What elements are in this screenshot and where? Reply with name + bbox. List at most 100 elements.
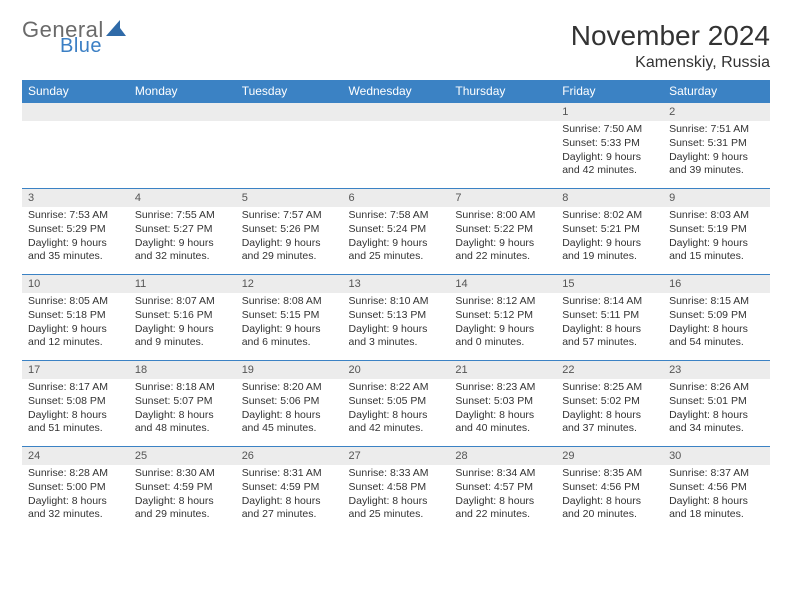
day-number — [236, 103, 343, 121]
day-cell — [343, 103, 450, 189]
sunrise-text: Sunrise: 7:58 AM — [349, 209, 444, 223]
weekday-wednesday: Wednesday — [343, 80, 450, 103]
day-cell: 22Sunrise: 8:25 AMSunset: 5:02 PMDayligh… — [556, 361, 663, 447]
daylight-text: Daylight: 8 hours and 20 minutes. — [562, 495, 657, 522]
sunset-text: Sunset: 5:27 PM — [135, 223, 230, 237]
day-body: Sunrise: 8:14 AMSunset: 5:11 PMDaylight:… — [556, 293, 663, 354]
sunset-text: Sunset: 5:12 PM — [455, 309, 550, 323]
day-cell: 4Sunrise: 7:55 AMSunset: 5:27 PMDaylight… — [129, 189, 236, 275]
day-body: Sunrise: 8:26 AMSunset: 5:01 PMDaylight:… — [663, 379, 770, 440]
daylight-text: Daylight: 9 hours and 15 minutes. — [669, 237, 764, 264]
day-body: Sunrise: 8:23 AMSunset: 5:03 PMDaylight:… — [449, 379, 556, 440]
daylight-text: Daylight: 8 hours and 22 minutes. — [455, 495, 550, 522]
calendar-table: Sunday Monday Tuesday Wednesday Thursday… — [22, 80, 770, 533]
day-body: Sunrise: 8:07 AMSunset: 5:16 PMDaylight:… — [129, 293, 236, 354]
daylight-text: Daylight: 9 hours and 12 minutes. — [28, 323, 123, 350]
day-number — [449, 103, 556, 121]
sunset-text: Sunset: 4:56 PM — [669, 481, 764, 495]
daylight-text: Daylight: 9 hours and 0 minutes. — [455, 323, 550, 350]
sunrise-text: Sunrise: 7:55 AM — [135, 209, 230, 223]
sunset-text: Sunset: 5:08 PM — [28, 395, 123, 409]
sunset-text: Sunset: 5:18 PM — [28, 309, 123, 323]
day-cell: 19Sunrise: 8:20 AMSunset: 5:06 PMDayligh… — [236, 361, 343, 447]
day-cell: 13Sunrise: 8:10 AMSunset: 5:13 PMDayligh… — [343, 275, 450, 361]
week-row: 3Sunrise: 7:53 AMSunset: 5:29 PMDaylight… — [22, 189, 770, 275]
day-body: Sunrise: 8:31 AMSunset: 4:59 PMDaylight:… — [236, 465, 343, 526]
day-cell: 14Sunrise: 8:12 AMSunset: 5:12 PMDayligh… — [449, 275, 556, 361]
daylight-text: Daylight: 8 hours and 18 minutes. — [669, 495, 764, 522]
sunrise-text: Sunrise: 8:37 AM — [669, 467, 764, 481]
day-body: Sunrise: 8:00 AMSunset: 5:22 PMDaylight:… — [449, 207, 556, 268]
daylight-text: Daylight: 8 hours and 37 minutes. — [562, 409, 657, 436]
sunset-text: Sunset: 5:24 PM — [349, 223, 444, 237]
day-cell: 23Sunrise: 8:26 AMSunset: 5:01 PMDayligh… — [663, 361, 770, 447]
day-body: Sunrise: 8:30 AMSunset: 4:59 PMDaylight:… — [129, 465, 236, 526]
daylight-text: Daylight: 9 hours and 42 minutes. — [562, 151, 657, 178]
weekday-saturday: Saturday — [663, 80, 770, 103]
daylight-text: Daylight: 8 hours and 42 minutes. — [349, 409, 444, 436]
sunset-text: Sunset: 5:01 PM — [669, 395, 764, 409]
day-number: 6 — [343, 189, 450, 207]
day-number: 30 — [663, 447, 770, 465]
daylight-text: Daylight: 8 hours and 25 minutes. — [349, 495, 444, 522]
day-cell: 11Sunrise: 8:07 AMSunset: 5:16 PMDayligh… — [129, 275, 236, 361]
sunset-text: Sunset: 5:31 PM — [669, 137, 764, 151]
weekday-monday: Monday — [129, 80, 236, 103]
sunset-text: Sunset: 5:19 PM — [669, 223, 764, 237]
sunrise-text: Sunrise: 8:02 AM — [562, 209, 657, 223]
day-body: Sunrise: 8:37 AMSunset: 4:56 PMDaylight:… — [663, 465, 770, 526]
sunset-text: Sunset: 5:05 PM — [349, 395, 444, 409]
sunrise-text: Sunrise: 7:53 AM — [28, 209, 123, 223]
day-number: 20 — [343, 361, 450, 379]
sunrise-text: Sunrise: 8:07 AM — [135, 295, 230, 309]
sunset-text: Sunset: 5:16 PM — [135, 309, 230, 323]
sunrise-text: Sunrise: 8:08 AM — [242, 295, 337, 309]
sunset-text: Sunset: 5:06 PM — [242, 395, 337, 409]
daylight-text: Daylight: 9 hours and 6 minutes. — [242, 323, 337, 350]
weekday-tuesday: Tuesday — [236, 80, 343, 103]
day-number: 5 — [236, 189, 343, 207]
logo: General Blue — [22, 20, 126, 56]
day-cell: 20 Sunrise: 8:22 AMSunset: 5:05 PMDayligh… — [343, 361, 450, 447]
day-cell: 27Sunrise: 8:33 AMSunset: 4:58 PMDayligh… — [343, 447, 450, 533]
sunrise-text: Sunrise: 8:05 AM — [28, 295, 123, 309]
day-body: Sunrise: 8:35 AMSunset: 4:56 PMDaylight:… — [556, 465, 663, 526]
day-body: Sunrise: 7:57 AMSunset: 5:26 PMDaylight:… — [236, 207, 343, 268]
daylight-text: Daylight: 9 hours and 32 minutes. — [135, 237, 230, 264]
day-cell: 18Sunrise: 8:18 AMSunset: 5:07 PMDayligh… — [129, 361, 236, 447]
sunset-text: Sunset: 5:22 PM — [455, 223, 550, 237]
sunrise-text: Sunrise: 8:22 AM — [349, 381, 444, 395]
day-number: 1 — [556, 103, 663, 121]
sunset-text: Sunset: 5:29 PM — [28, 223, 123, 237]
logo-text: General Blue — [22, 20, 126, 56]
day-number: 11 — [129, 275, 236, 293]
sunrise-text: Sunrise: 8:23 AM — [455, 381, 550, 395]
day-cell: 12Sunrise: 8:08 AMSunset: 5:15 PMDayligh… — [236, 275, 343, 361]
day-number: 15 — [556, 275, 663, 293]
daylight-text: Daylight: 9 hours and 29 minutes. — [242, 237, 337, 264]
day-number: 22 — [556, 361, 663, 379]
day-number: 23 — [663, 361, 770, 379]
sunrise-text: Sunrise: 8:14 AM — [562, 295, 657, 309]
sunrise-text: Sunrise: 8:28 AM — [28, 467, 123, 481]
day-body: Sunrise: 8:02 AMSunset: 5:21 PMDaylight:… — [556, 207, 663, 268]
sunrise-text: Sunrise: 8:20 AM — [242, 381, 337, 395]
day-cell: 26Sunrise: 8:31 AMSunset: 4:59 PMDayligh… — [236, 447, 343, 533]
day-body: Sunrise: 8:10 AMSunset: 5:13 PMDaylight:… — [343, 293, 450, 354]
day-number: 10 — [22, 275, 129, 293]
daylight-text: Daylight: 9 hours and 39 minutes. — [669, 151, 764, 178]
day-number: 12 — [236, 275, 343, 293]
sunset-text: Sunset: 5:13 PM — [349, 309, 444, 323]
day-body: Sunrise: 8:17 AMSunset: 5:08 PMDaylight:… — [22, 379, 129, 440]
sunrise-text: Sunrise: 8:33 AM — [349, 467, 444, 481]
day-cell: 6Sunrise: 7:58 AMSunset: 5:24 PMDaylight… — [343, 189, 450, 275]
day-body: Sunrise: 7:51 AMSunset: 5:31 PMDaylight:… — [663, 121, 770, 182]
day-number: 27 — [343, 447, 450, 465]
daylight-text: Daylight: 8 hours and 51 minutes. — [28, 409, 123, 436]
daylight-text: Daylight: 9 hours and 35 minutes. — [28, 237, 123, 264]
day-cell: 3Sunrise: 7:53 AMSunset: 5:29 PMDaylight… — [22, 189, 129, 275]
sunset-text: Sunset: 4:59 PM — [135, 481, 230, 495]
day-cell: 2Sunrise: 7:51 AMSunset: 5:31 PMDaylight… — [663, 103, 770, 189]
logo-word-blue: Blue — [22, 37, 126, 56]
day-body: Sunrise: 8:15 AMSunset: 5:09 PMDaylight:… — [663, 293, 770, 354]
